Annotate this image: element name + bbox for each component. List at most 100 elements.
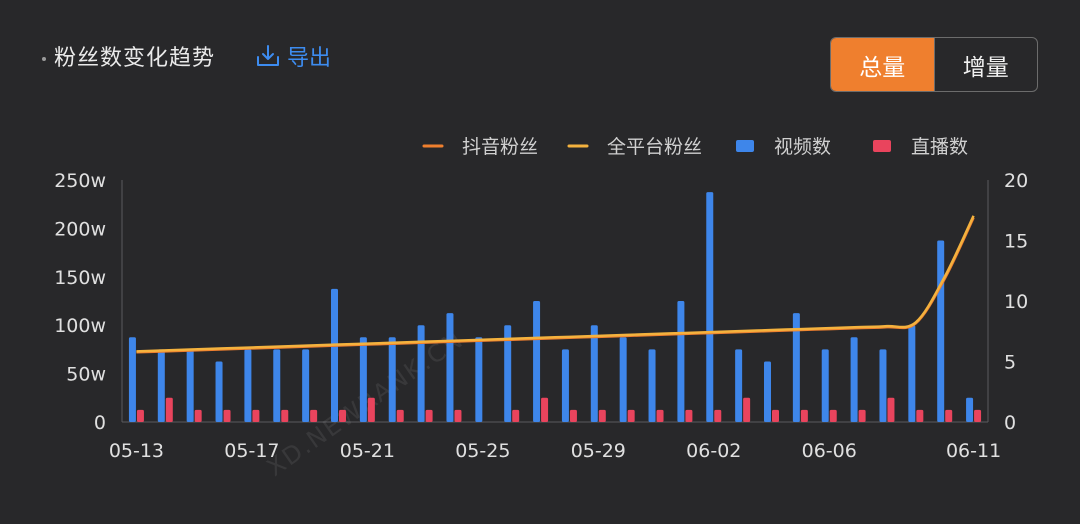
- video-count-bar: [677, 301, 685, 422]
- toggle-increment-button[interactable]: 增量: [933, 38, 1038, 91]
- y-right-tick-label: 0: [1004, 412, 1016, 434]
- video-count-bar: [966, 397, 974, 422]
- video-count-bar: [648, 349, 656, 422]
- video-count-bar: [561, 349, 569, 422]
- live-count-bar: [627, 409, 635, 422]
- live-count-bar: [800, 409, 808, 422]
- line-series: [136, 215, 975, 354]
- y-left-tick-label: 50w: [66, 364, 106, 386]
- video-count-bar: [879, 349, 887, 422]
- legend-bar-swatch: [873, 140, 891, 152]
- live-count-bar: [714, 409, 722, 422]
- video-count-bar: [331, 288, 338, 422]
- live-count-bar: [541, 397, 549, 422]
- export-button[interactable]: 导出: [255, 40, 331, 72]
- all-platform-fans-line: [136, 215, 975, 353]
- live-count-bar: [569, 409, 577, 422]
- live-count-bar: [945, 409, 953, 422]
- video-count-bar: [504, 325, 512, 422]
- video-count-bar: [215, 361, 223, 422]
- live-count-bar: [396, 409, 404, 422]
- legend-item: 全平台粉丝: [567, 136, 702, 158]
- bar-series: [128, 192, 982, 422]
- y-right-tick-label: 20: [1004, 170, 1028, 192]
- live-count-bar: [252, 409, 260, 422]
- x-tick-label: 05-13: [109, 440, 164, 462]
- y-right-tick-label: 15: [1004, 231, 1028, 253]
- live-count-bar: [512, 409, 520, 422]
- fans-trend-chart: 抖音粉丝 全平台粉丝 视频数 直播数 0 50w 100w 150w 200w 250w 0 5 10…: [54, 136, 1028, 482]
- live-count-bar: [367, 397, 375, 422]
- live-count-bar: [165, 397, 173, 422]
- x-tick-label: 05-29: [571, 440, 626, 462]
- y-left-tick-label: 0: [94, 412, 106, 434]
- y-right-tick-label: 10: [1004, 291, 1028, 313]
- y-left-tick-label: 250w: [54, 170, 106, 192]
- video-count-bar: [417, 325, 425, 422]
- x-tick-label: 05-25: [455, 440, 510, 462]
- legend-label: 抖音粉丝: [462, 136, 538, 158]
- x-tick-label: 06-02: [686, 440, 741, 462]
- legend-item: 直播数: [873, 136, 968, 158]
- live-count-bar: [887, 397, 895, 422]
- video-count-bar: [533, 301, 541, 422]
- live-count-bar: [136, 409, 144, 422]
- video-count-bar: [735, 349, 743, 422]
- video-count-bar: [128, 337, 136, 422]
- live-count-bar: [858, 409, 866, 422]
- video-count-bar: [850, 337, 858, 422]
- live-count-bar: [194, 409, 202, 422]
- video-count-bar: [590, 325, 598, 422]
- live-count-bar: [339, 409, 346, 422]
- video-count-bar: [359, 337, 367, 422]
- x-tick-label: 06-11: [946, 440, 1001, 462]
- live-count-bar: [454, 409, 462, 422]
- video-count-bar: [619, 337, 627, 422]
- chart-title: 粉丝数变化趋势: [54, 46, 216, 71]
- live-count-bar: [425, 409, 433, 422]
- legend-label: 视频数: [774, 136, 831, 158]
- video-count-bar: [446, 313, 454, 422]
- x-tick-label: 05-21: [340, 440, 395, 462]
- video-count-bar: [186, 349, 194, 422]
- legend-label: 全平台粉丝: [607, 136, 702, 158]
- live-count-bar: [223, 409, 231, 422]
- live-count-bar: [916, 409, 924, 422]
- video-count-bar: [937, 240, 945, 422]
- legend-item: 抖音粉丝: [422, 136, 538, 158]
- live-count-bar: [743, 397, 751, 422]
- live-count-bar: [974, 409, 982, 422]
- chart-header: 粉丝数变化趋势 导出 总量 增量: [0, 0, 1080, 110]
- x-tick-label: 06-06: [802, 440, 857, 462]
- video-count-bar: [475, 337, 483, 422]
- y-left-tick-label: 100w: [54, 315, 106, 337]
- live-count-bar: [829, 409, 837, 422]
- video-count-bar: [706, 192, 714, 422]
- chart-axes: 0 50w 100w 150w 200w 250w 0 5 10 15 20 05-13 05-17 05…: [54, 170, 1028, 462]
- bullet-dot: [42, 57, 46, 61]
- mode-toggle[interactable]: 总量 增量: [830, 37, 1038, 92]
- douyin-fans-line: [136, 217, 975, 354]
- y-left-tick-label: 200w: [54, 218, 106, 240]
- video-count-bar: [821, 349, 829, 422]
- live-count-bar: [310, 409, 318, 422]
- legend-bar-swatch: [736, 140, 754, 152]
- video-count-bar: [908, 325, 916, 422]
- video-count-bar: [792, 313, 800, 422]
- live-count-bar: [656, 409, 664, 422]
- y-left-tick-label: 150w: [54, 267, 106, 289]
- video-count-bar: [273, 349, 281, 422]
- download-icon: [255, 44, 281, 68]
- video-count-bar: [157, 349, 165, 422]
- live-count-bar: [772, 409, 779, 422]
- live-count-bar: [598, 409, 606, 422]
- x-tick-label: 05-17: [224, 440, 279, 462]
- legend-item: 视频数: [736, 136, 831, 158]
- video-count-bar: [244, 349, 252, 422]
- live-count-bar: [685, 409, 693, 422]
- toggle-total-button[interactable]: 总量: [831, 38, 934, 91]
- video-count-bar: [764, 361, 771, 422]
- video-count-bar: [302, 349, 310, 422]
- chart-legend: 抖音粉丝 全平台粉丝 视频数 直播数: [422, 136, 968, 158]
- video-count-bar: [388, 337, 396, 422]
